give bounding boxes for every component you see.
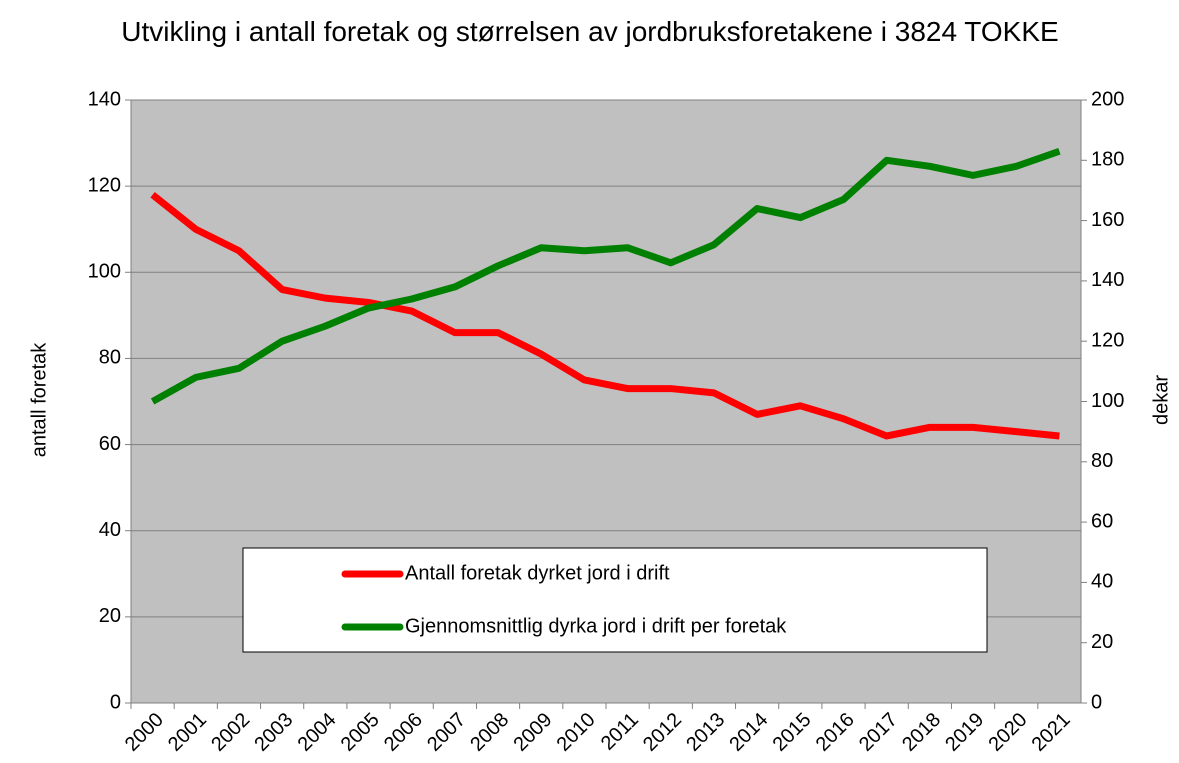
x-tick-label: 2012 xyxy=(639,709,686,756)
x-tick-label: 2013 xyxy=(682,709,729,756)
legend xyxy=(242,547,988,653)
x-tick-label: 2003 xyxy=(250,709,297,756)
x-tick-label: 2004 xyxy=(294,709,341,756)
x-tick-label: 2007 xyxy=(423,709,470,756)
y-tick-label: 40 xyxy=(99,519,121,541)
x-tick-label: 2010 xyxy=(553,709,600,756)
y2-tick-label: 80 xyxy=(1091,450,1113,472)
x-tick-label: 2009 xyxy=(509,709,556,756)
x-tick-label: 2002 xyxy=(207,709,254,756)
y2-tick-label: 160 xyxy=(1091,209,1124,231)
y2-tick-label: 100 xyxy=(1091,390,1124,412)
y-axis-label: antall foretak xyxy=(28,342,50,458)
x-tick-label: 2016 xyxy=(812,709,859,756)
x-tick-label: 2005 xyxy=(337,709,384,756)
x-tick-label: 2000 xyxy=(121,709,168,756)
y-tick-label: 140 xyxy=(88,88,121,110)
y-tick-label: 60 xyxy=(99,433,121,455)
x-tick-label: 2014 xyxy=(725,709,772,756)
x-tick-label: 2015 xyxy=(769,709,816,756)
x-tick-label: 2008 xyxy=(466,709,513,756)
y2-tick-label: 180 xyxy=(1091,149,1124,171)
line-series xyxy=(150,147,1061,405)
x-tick-label: 2021 xyxy=(1028,709,1075,756)
x-tick-label: 2017 xyxy=(855,709,902,756)
y-tick-label: 0 xyxy=(110,691,121,713)
y2-tick-label: 20 xyxy=(1091,631,1113,653)
x-tick-label: 2019 xyxy=(941,709,988,756)
y2-tick-label: 0 xyxy=(1091,691,1102,713)
y2-axis-label: dekar xyxy=(1150,375,1172,425)
y2-tick-label: 200 xyxy=(1091,88,1124,110)
x-tick-label: 2006 xyxy=(380,709,427,756)
y2-tick-label: 40 xyxy=(1091,571,1113,593)
y2-tick-label: 120 xyxy=(1091,329,1124,351)
x-tick-label: 2020 xyxy=(984,709,1031,756)
x-tick-label: 2018 xyxy=(898,709,945,756)
y2-tick-label: 140 xyxy=(1091,269,1124,291)
chart-title: Utvikling i antall foretak og størrelsen… xyxy=(121,16,1059,47)
legend-label: Gjennomsnittlig dyrka jord i drift per f… xyxy=(405,615,787,637)
y-tick-label: 120 xyxy=(88,174,121,196)
y-tick-label: 100 xyxy=(88,261,121,283)
y-tick-label: 20 xyxy=(99,605,121,627)
legend-label: Antall foretak dyrket jord i drift xyxy=(405,562,670,584)
x-tick-label: 2011 xyxy=(597,709,643,755)
y2-tick-label: 60 xyxy=(1091,510,1113,532)
line-series xyxy=(150,192,1060,440)
x-tick-label: 2001 xyxy=(164,709,211,756)
y-tick-label: 80 xyxy=(99,347,121,369)
